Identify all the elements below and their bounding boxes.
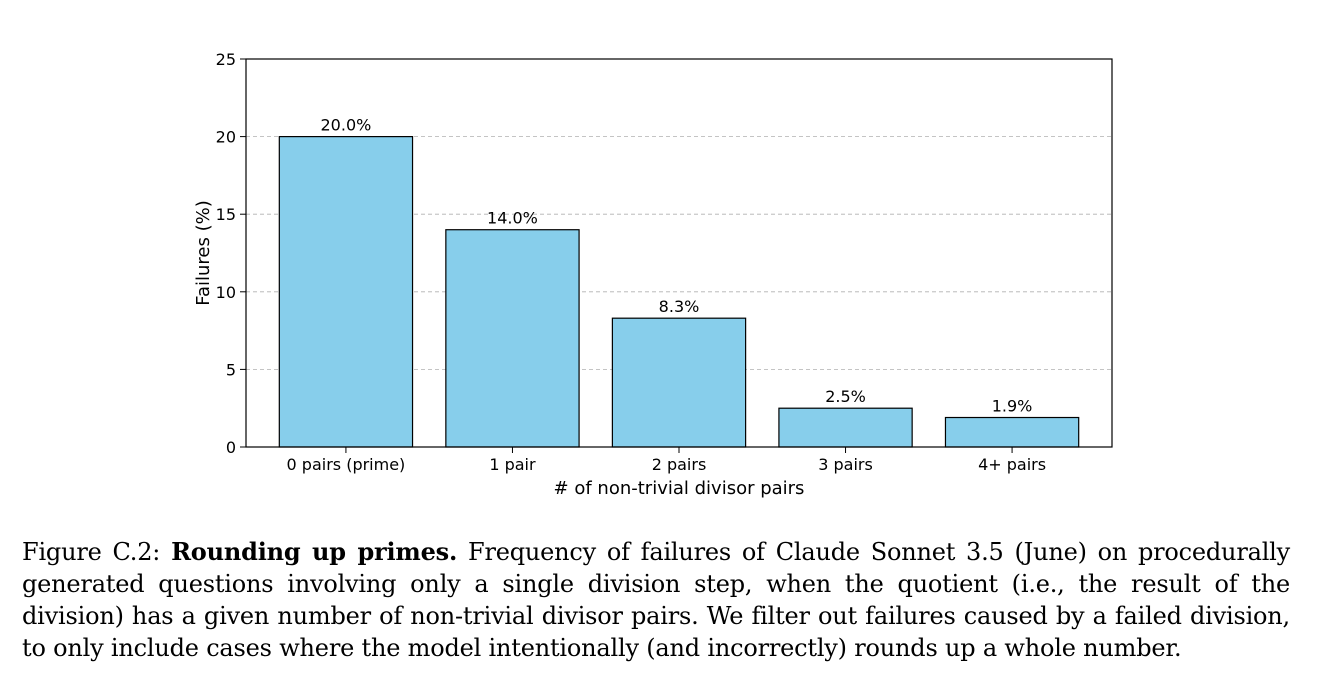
y-tick-label: 20 (216, 128, 236, 147)
bars (278, 136, 1080, 448)
x-tick-label: 1 pair (489, 455, 536, 474)
bar-value-label: 2.5% (825, 387, 866, 406)
bar (611, 317, 747, 448)
bar-value-labels: 20.0% 14.0% 8.3% 2.5% 1.9% (321, 116, 1033, 416)
bar-chart: 20.0% 14.0% 8.3% 2.5% 1.9% 0 5 10 15 20 25 0 pair… (193, 50, 1113, 499)
x-tick-label: 3 pairs (818, 455, 873, 474)
caption-title: Rounding up primes. (171, 537, 458, 566)
plot-frame (245, 58, 1113, 448)
x-axis-title: # of non-trivial divisor pairs (554, 478, 805, 499)
y-tick-label: 5 (226, 360, 236, 379)
bar (278, 136, 414, 448)
bar (944, 416, 1080, 448)
x-tick-label: 0 pairs (prime) (287, 455, 406, 474)
caption-label: Figure C.2: (22, 538, 161, 566)
y-axis-ticks: 0 5 10 15 20 25 (216, 50, 246, 457)
bar-value-label: 8.3% (659, 297, 700, 316)
y-tick-label: 10 (216, 283, 236, 302)
x-tick-label: 4+ pairs (978, 455, 1046, 474)
x-tick-label: 2 pairs (652, 455, 707, 474)
y-axis-title: Failures (%) (193, 200, 214, 305)
y-tick-label: 25 (216, 50, 236, 69)
caption-text: Frequency of failures of Claude Sonnet 3… (22, 538, 1291, 662)
bar-value-label: 1.9% (992, 397, 1033, 416)
y-tick-label: 0 (226, 438, 236, 457)
bar-value-label: 20.0% (321, 116, 372, 135)
bar (778, 407, 913, 448)
bar (445, 229, 580, 448)
y-tick-label: 15 (216, 205, 236, 224)
x-axis-ticks: 0 pairs (prime) 1 pair 2 pairs 3 pairs 4+ pa… (287, 447, 1046, 474)
bar-value-label: 14.0% (487, 209, 538, 228)
figure-caption: Figure C.2: Rounding up primes. Frequenc… (22, 536, 1290, 664)
